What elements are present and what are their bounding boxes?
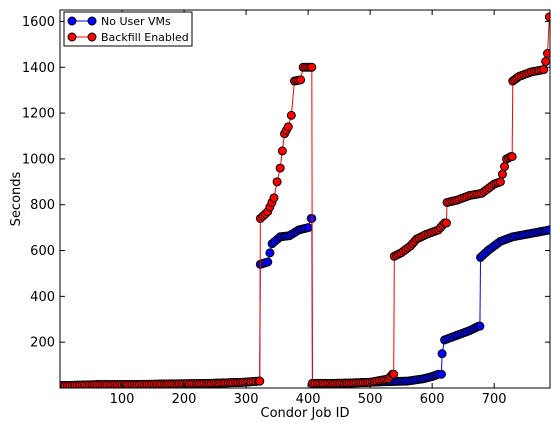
data-point-backfill-enabled [272,177,282,187]
series-backfill-enabled [60,12,550,388]
x-tick-label: 300 [234,392,259,407]
data-point-no-user-vms [303,223,313,233]
plot-data [60,12,550,388]
data-point-backfill-enabled [283,122,293,132]
legend-marker-no-user-vms [87,16,97,26]
data-point-backfill-enabled [507,152,517,162]
legend-label-backfill-enabled: Backfill Enabled [101,31,189,44]
y-tick-label: 1600 [22,15,55,30]
x-tick-label: 700 [482,392,507,407]
y-tick-label: 1200 [22,107,55,122]
legend-entry-backfill-enabled: Backfill Enabled [67,31,189,44]
data-point-backfill-enabled [541,57,550,67]
data-point-backfill-enabled [307,62,317,72]
data-point-no-user-vms [475,321,485,331]
plot-frame [59,9,551,389]
series-line-no-user-vms [60,217,550,387]
x-tick-label: 600 [420,392,445,407]
y-axis-title: Seconds [9,171,24,226]
data-point-backfill-enabled [275,163,285,173]
data-point-backfill-enabled [497,169,507,179]
x-tick-label: 500 [358,392,383,407]
data-point-backfill-enabled [441,218,451,228]
data-point-backfill-enabled [255,376,265,386]
x-axis-title: Condor Job ID [261,406,350,421]
legend-label-no-user-vms: No User VMs [101,15,171,28]
legend-entry-no-user-vms: No User VMs [67,15,171,28]
data-point-backfill-enabled [539,65,549,75]
y-axis-ticks: 200 400 600 800 1000 1200 1400 1600 [22,15,550,351]
legend-marker-backfill-enabled [87,32,97,42]
x-tick-label: 200 [172,392,197,407]
y-tick-label: 400 [30,290,55,305]
y-tick-label: 600 [30,244,55,259]
legend: No User VMs Backfill Enabled [63,11,193,47]
legend-marker-backfill-enabled [67,32,77,42]
data-point-no-user-vms [544,225,550,235]
y-tick-label: 200 [30,336,55,351]
x-axis-ticks: 100 200 300 400 500 600 700 [110,10,507,407]
axes [59,9,551,389]
data-point-backfill-enabled [500,162,510,172]
data-point-backfill-enabled [277,146,287,156]
data-point-no-user-vms [263,257,273,267]
series-no-user-vms [60,213,550,388]
y-tick-label: 800 [30,198,55,213]
data-point-backfill-enabled [543,49,550,59]
data-point-backfill-enabled [389,369,399,379]
legend-marker-no-user-vms [67,16,77,26]
data-point-no-user-vms [437,349,447,359]
data-point-backfill-enabled [296,75,306,85]
data-point-backfill-enabled [269,193,279,203]
x-tick-label: 400 [296,392,321,407]
y-tick-label: 1400 [22,61,55,76]
data-point-backfill-enabled [544,12,550,22]
y-tick-label: 1000 [22,152,55,167]
data-point-backfill-enabled [286,110,296,120]
legend-box [63,11,193,47]
data-point-no-user-vms [265,248,275,258]
data-point-backfill-enabled [495,177,505,187]
data-point-no-user-vms [436,369,446,379]
x-tick-label: 100 [110,392,135,407]
